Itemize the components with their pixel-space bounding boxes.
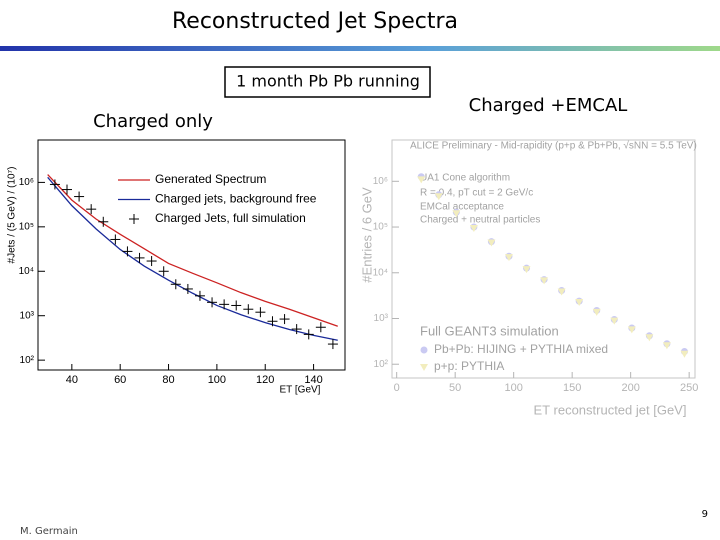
panel-title: Charged +EMCAL [469, 95, 628, 116]
series-line [47, 176, 338, 341]
cross-marker [219, 299, 230, 310]
cross-marker [122, 246, 133, 257]
annotation: Charged + neutral particles [420, 215, 540, 226]
plot-frame [37, 139, 346, 371]
cross-marker [86, 204, 97, 215]
triangle-marker [680, 350, 689, 358]
cross-marker [194, 290, 205, 301]
cross-marker [129, 214, 139, 224]
triangle-marker [540, 277, 549, 285]
cross-marker [110, 234, 121, 245]
annotation: R = 0.4, pT cut = 2 GeV/c [420, 188, 533, 199]
x-axis-label: ET [GeV] [280, 385, 321, 396]
annotation: EMCal acceptance [420, 202, 504, 213]
cross-marker [98, 216, 109, 227]
cross-marker [182, 283, 193, 294]
x-tick-label: 250 [680, 382, 698, 394]
triangle-marker [420, 364, 428, 371]
legend-label: Charged Jets, full simulation [155, 211, 306, 225]
cross-marker [303, 329, 314, 340]
y-tick-label: 10³ [20, 310, 35, 321]
cross-marker [291, 324, 302, 335]
y-tick-label: 10⁴ [373, 267, 388, 278]
cross-marker [267, 316, 278, 327]
cross-marker [243, 304, 254, 315]
y-tick-label: 10⁶ [19, 177, 34, 188]
triangle-marker [469, 225, 478, 233]
cross-marker [62, 184, 73, 195]
y-tick-label: 10⁵ [373, 222, 388, 233]
y-tick-label: 10⁵ [19, 221, 34, 232]
legend-label: Charged jets, background free [155, 192, 317, 206]
x-axis-label: ET reconstructed jet [GeV] [534, 402, 687, 417]
cross-marker [158, 266, 169, 277]
annotation: ALICE Preliminary - Mid-rapidity (p+p & … [410, 140, 697, 152]
triangle-marker [662, 342, 671, 350]
chart: 0 50 100 150 200 250 10² 10³ 10⁴ 10⁵ 10⁶ ET reconst… [359, 139, 698, 417]
x-tick-label: 140 [304, 374, 322, 386]
triangle-marker [575, 298, 584, 306]
x-tick-label: 120 [256, 374, 274, 386]
x-tick-label: 200 [621, 382, 639, 394]
cross-marker [231, 300, 242, 311]
title-bar [0, 46, 720, 51]
cross-marker [170, 279, 181, 290]
cross-marker [315, 322, 326, 333]
series-line [47, 174, 338, 327]
circle-marker [420, 346, 428, 354]
triangle-marker [592, 308, 601, 316]
chart: 40 60 80 100 120 140 10² 10³ 10⁴ 10⁵ 10⁶ ET [GeV] #J… [7, 139, 346, 396]
annotation: UA1 Cone algorithm [420, 173, 510, 184]
subtitle: 1 month Pb Pb running [236, 72, 420, 91]
triangle-marker [434, 193, 443, 201]
cross-marker [74, 191, 85, 202]
cross-marker [207, 297, 218, 308]
y-tick-label: 10² [374, 359, 389, 370]
triangle-marker [504, 254, 513, 262]
panel-title: Charged only [93, 111, 213, 132]
cross-marker [327, 339, 338, 350]
x-tick-label: 50 [449, 382, 461, 394]
slide-title: Reconstructed Jet Spectra [172, 9, 458, 34]
triangle-marker [610, 317, 619, 325]
legend-label: Generated Spectrum [155, 172, 266, 186]
x-tick-label: 100 [504, 382, 522, 394]
x-tick-label: 0 [394, 382, 400, 394]
cross-marker [279, 314, 290, 325]
cross-marker [146, 256, 157, 267]
triangle-marker [522, 266, 531, 274]
legend-label: p+p: PYTHIA [434, 359, 504, 373]
x-tick-label: 150 [563, 382, 581, 394]
triangle-marker [627, 326, 636, 334]
x-tick-label: 80 [162, 374, 174, 386]
y-tick-label: 10⁴ [19, 266, 34, 277]
x-tick-label: 100 [208, 374, 226, 386]
cross-marker [134, 252, 145, 263]
x-tick-label: 60 [114, 374, 126, 386]
author: M. Germain [20, 526, 78, 537]
triangle-marker [557, 288, 566, 296]
triangle-marker [645, 334, 654, 342]
y-tick-label: 10² [20, 355, 35, 366]
subtitle-box [224, 66, 431, 98]
y-tick-label: 10³ [374, 313, 389, 324]
cross-marker [255, 307, 266, 318]
cross-marker [49, 179, 60, 190]
triangle-marker [417, 176, 426, 184]
triangle-marker [487, 239, 496, 247]
page-number: 9 [702, 509, 708, 520]
plot-frame [391, 139, 696, 379]
legend-label: Pb+Pb: HIJING + PYTHIA mixed [434, 342, 608, 356]
y-axis-label: #Entries / 6 GeV [359, 187, 374, 283]
x-tick-label: 40 [66, 374, 78, 386]
triangle-marker [452, 210, 461, 218]
annotation: Full GEANT3 simulation [420, 323, 559, 338]
y-axis-label: #Jets / (5 GeV) / (10⁷) [7, 167, 18, 264]
y-tick-label: 10⁶ [373, 176, 388, 187]
